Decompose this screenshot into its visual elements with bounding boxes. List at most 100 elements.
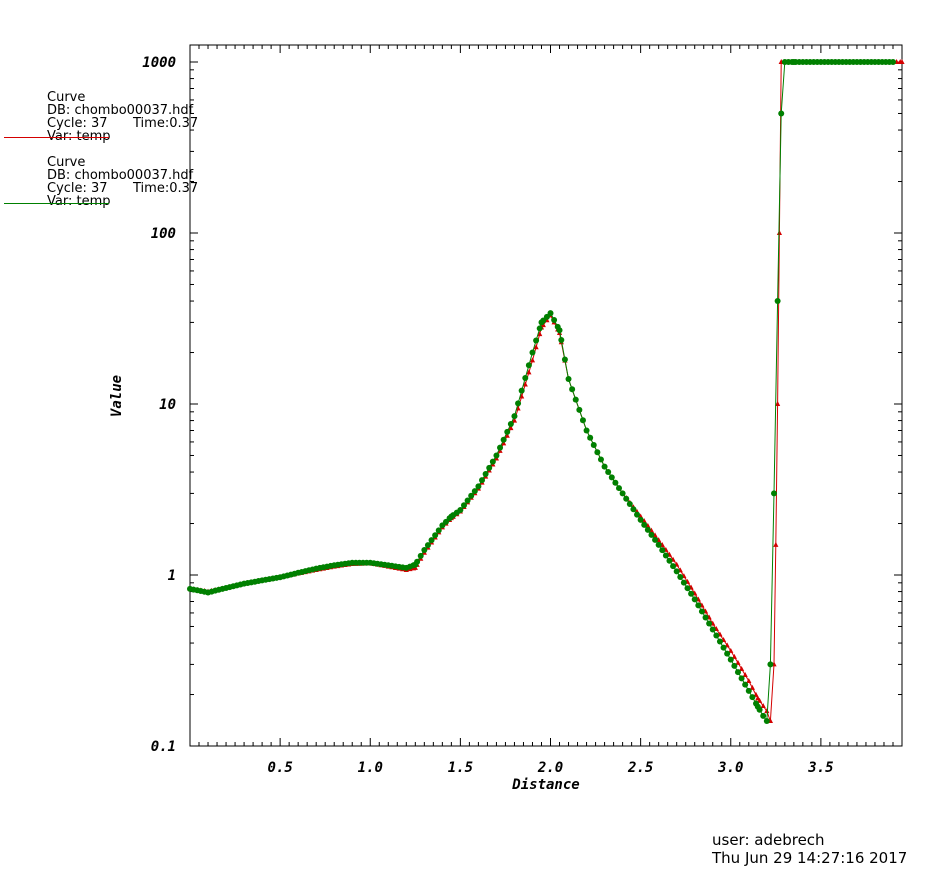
data-point (691, 596, 698, 603)
data-point (432, 532, 439, 539)
data-point (652, 536, 659, 543)
plot-frame (189, 44, 903, 747)
y-tick-label: 1000 (142, 55, 176, 71)
data-point (468, 492, 475, 499)
data-point (576, 406, 583, 413)
data-point (594, 449, 601, 456)
data-point (504, 432, 510, 438)
data-point (421, 547, 428, 554)
x-axis-ticks: 0.5 1.0 1.5 2.0 2.5 3.0 3.5 (198, 45, 894, 776)
legend-cycle: Cycle: 37 (47, 116, 108, 131)
data-point (479, 477, 486, 484)
data-point (764, 708, 770, 714)
series-line-2 (189, 61, 893, 723)
legend-cycle-row: Cycle: 37 Time:0.37 (47, 116, 198, 131)
data-point (518, 387, 525, 394)
data-point (536, 325, 543, 332)
x-axis-label: Distance (511, 777, 579, 793)
legend-cycle: Cycle: 37 (47, 181, 108, 196)
data-point (558, 336, 565, 343)
data-point (778, 110, 785, 117)
data-point (522, 381, 528, 387)
data-point (435, 527, 442, 534)
data-point (670, 563, 677, 570)
data-point (424, 542, 431, 549)
data-point (749, 694, 756, 701)
data-point (760, 702, 766, 708)
data-point (695, 602, 702, 609)
y-tick-label: 0.1 (151, 739, 176, 755)
legend-time: Time:0.37 (133, 116, 199, 131)
data-point (720, 644, 727, 651)
footer-user: user: adebrech (712, 831, 825, 849)
data-point (623, 495, 630, 502)
legend-time: Time:0.37 (133, 181, 199, 196)
y-axis-label: Value (109, 375, 125, 417)
data-point (561, 356, 568, 363)
data-point (738, 675, 745, 682)
data-point (504, 428, 511, 435)
data-point (579, 417, 586, 424)
data-point (728, 647, 734, 653)
data-point (771, 490, 778, 497)
legend-entry-2: Curve DB: chombo00037.hdf Cycle: 37 Time… (4, 156, 198, 208)
data-point (731, 662, 738, 669)
data-point (626, 501, 633, 508)
data-point (677, 573, 684, 580)
data-point (475, 483, 482, 490)
legend-title: Curve (47, 90, 86, 105)
data-point (706, 620, 713, 627)
data-point (526, 369, 532, 375)
x-tick-label: 1.0 (358, 760, 383, 776)
series-group (187, 59, 905, 725)
data-point (489, 458, 496, 465)
data-point (702, 614, 709, 621)
data-point (738, 665, 745, 671)
data-point (731, 653, 737, 659)
data-point (630, 506, 637, 513)
data-point (464, 497, 471, 504)
data-point (529, 357, 536, 363)
data-point (460, 502, 467, 509)
data-point (543, 313, 550, 320)
legend-db: DB: chombo00037.hdf (47, 103, 194, 118)
series-line-1 (189, 61, 902, 722)
data-point (634, 511, 641, 518)
legend-swatch-green (4, 203, 109, 204)
data-point (417, 552, 424, 559)
data-point (655, 541, 662, 548)
data-point (500, 436, 507, 443)
data-point (644, 526, 651, 533)
data-point (486, 464, 493, 471)
data-point (727, 656, 734, 663)
y-axis-ticks: 0.1 1 10 100 1000 (142, 55, 902, 755)
data-point (745, 687, 752, 694)
data-point (637, 516, 644, 523)
data-point (497, 444, 504, 451)
data-point (616, 485, 623, 492)
data-point (511, 417, 518, 423)
data-point (767, 661, 774, 668)
data-point (742, 671, 748, 677)
legend-entry-1: Curve DB: chombo00037.hdf Cycle: 37 Time… (4, 90, 198, 144)
data-point (899, 59, 905, 64)
data-point (608, 474, 615, 481)
data-point (612, 479, 619, 486)
data-point (540, 317, 547, 324)
x-tick-label: 0.5 (267, 760, 292, 776)
data-point (457, 506, 464, 513)
data-point (673, 568, 680, 575)
data-point (724, 650, 731, 657)
data-point (760, 712, 767, 719)
data-point (533, 344, 539, 350)
data-point (572, 396, 579, 403)
data-point (713, 632, 720, 639)
legend-cycle-row: Cycle: 37 Time:0.37 (47, 181, 198, 196)
data-point (556, 327, 563, 334)
x-tick-label: 3.5 (807, 760, 833, 776)
legend-swatch-red (4, 137, 109, 138)
data-point (619, 490, 626, 497)
legend-var: Var: temp (47, 129, 111, 144)
data-point (522, 374, 529, 381)
